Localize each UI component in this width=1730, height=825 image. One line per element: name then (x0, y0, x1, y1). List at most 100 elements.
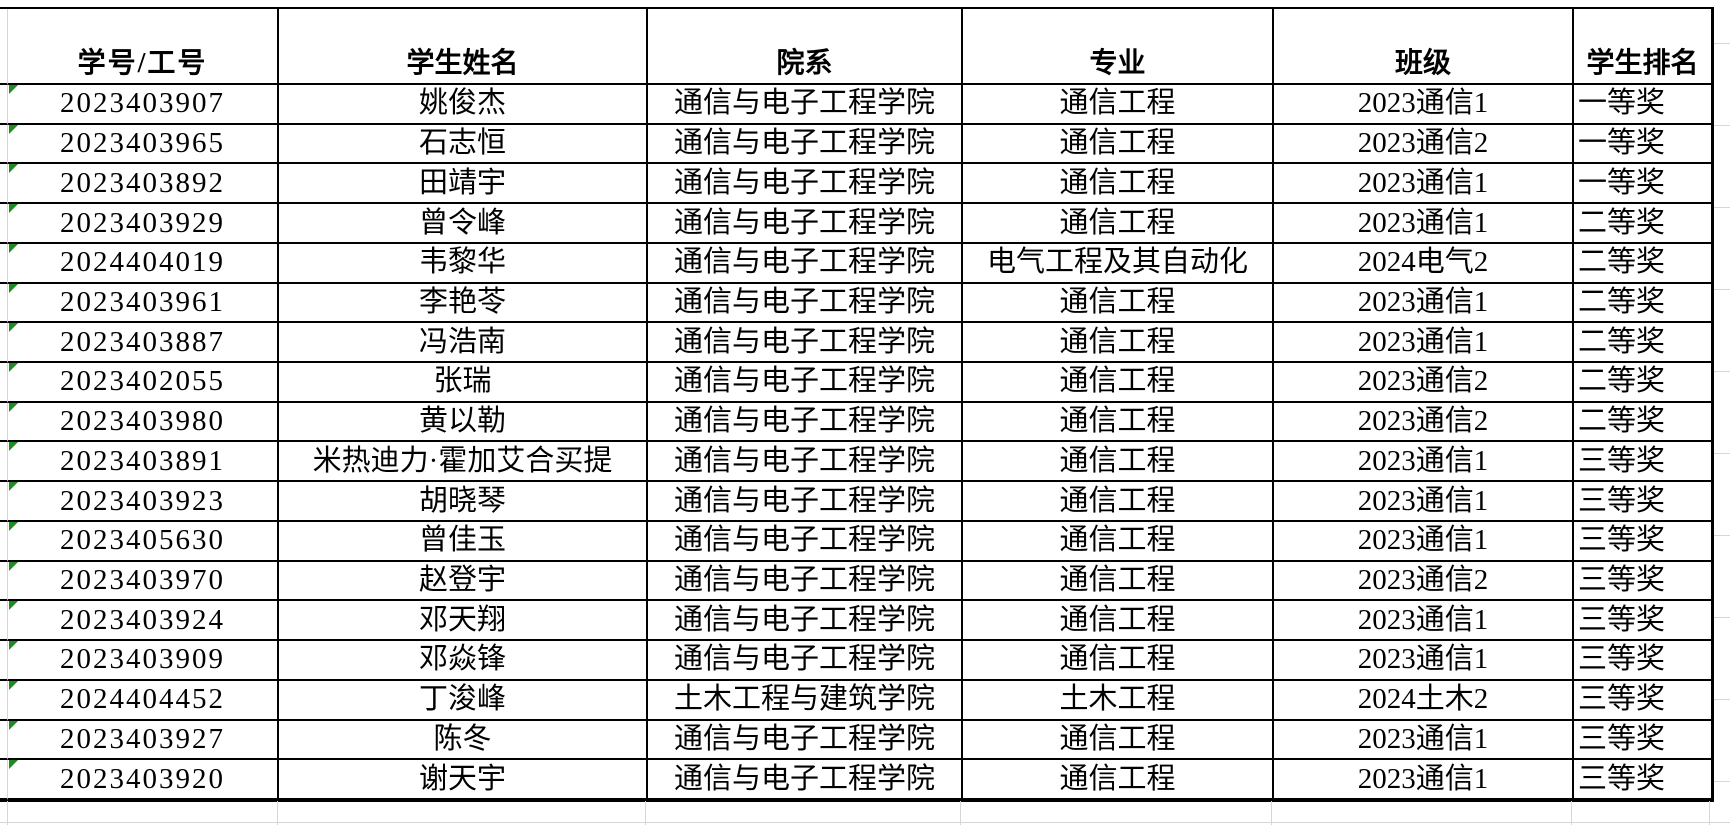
cell-major[interactable]: 通信工程 (963, 323, 1274, 364)
cell-student-name[interactable]: 米热迪力·霍加艾合买提 (279, 442, 648, 483)
cell-student-rank[interactable]: 三等奖 (1574, 561, 1714, 602)
cell-class[interactable]: 2023通信2 (1274, 402, 1574, 443)
cell-student-rank[interactable]: 二等奖 (1574, 363, 1714, 403)
cell-major[interactable]: 通信工程 (963, 85, 1274, 125)
cell-major[interactable]: 通信工程 (963, 164, 1274, 205)
cell-department[interactable]: 通信与电子工程学院 (648, 641, 963, 681)
cell-department[interactable]: 通信与电子工程学院 (648, 402, 963, 443)
cell-major[interactable]: 通信工程 (963, 601, 1274, 642)
cell-student-id[interactable]: 2023403929 (8, 204, 279, 244)
cell-student-rank[interactable]: 一等奖 (1574, 124, 1714, 165)
cell-student-rank[interactable]: 一等奖 (1574, 85, 1714, 125)
cell-student-name[interactable]: 胡晓琴 (279, 482, 648, 522)
cell-student-id[interactable]: 2023403924 (8, 601, 279, 642)
cell-department[interactable]: 通信与电子工程学院 (648, 482, 963, 522)
cell-student-name[interactable]: 韦黎华 (279, 243, 648, 284)
cell-department[interactable]: 通信与电子工程学院 (648, 363, 963, 403)
cell-class[interactable]: 2023通信1 (1274, 442, 1574, 483)
cell-major[interactable]: 电气工程及其自动化 (963, 243, 1274, 284)
cell-department[interactable]: 通信与电子工程学院 (648, 204, 963, 244)
cell-student-rank[interactable]: 三等奖 (1574, 720, 1714, 761)
cell-major[interactable]: 通信工程 (963, 442, 1274, 483)
cell-department[interactable]: 通信与电子工程学院 (648, 243, 963, 284)
cell-student-rank[interactable]: 二等奖 (1574, 283, 1714, 324)
cell-student-name[interactable]: 陈冬 (279, 720, 648, 761)
cell-class[interactable]: 2024土木2 (1274, 680, 1574, 721)
cell-student-id[interactable]: 2024404452 (8, 680, 279, 721)
cell-student-name[interactable]: 黄以勒 (279, 402, 648, 443)
cell-class[interactable]: 2023通信2 (1274, 124, 1574, 165)
header-class[interactable]: 班级 (1274, 9, 1574, 85)
cell-major[interactable]: 通信工程 (963, 124, 1274, 165)
cell-major[interactable]: 通信工程 (963, 521, 1274, 562)
cell-student-name[interactable]: 田靖宇 (279, 164, 648, 205)
cell-student-rank[interactable]: 一等奖 (1574, 164, 1714, 205)
cell-student-rank[interactable]: 三等奖 (1574, 521, 1714, 562)
cell-student-id[interactable]: 2023403961 (8, 283, 279, 324)
cell-student-rank[interactable]: 三等奖 (1574, 760, 1714, 800)
cell-department[interactable]: 通信与电子工程学院 (648, 521, 963, 562)
cell-student-name[interactable]: 石志恒 (279, 124, 648, 165)
cell-class[interactable]: 2023通信2 (1274, 561, 1574, 602)
cell-department[interactable]: 通信与电子工程学院 (648, 720, 963, 761)
cell-student-rank[interactable]: 三等奖 (1574, 680, 1714, 721)
header-student-rank[interactable]: 学生排名 (1574, 9, 1714, 85)
cell-department[interactable]: 通信与电子工程学院 (648, 561, 963, 602)
cell-student-id[interactable]: 2023403909 (8, 641, 279, 681)
cell-department[interactable]: 通信与电子工程学院 (648, 323, 963, 364)
cell-student-rank[interactable]: 二等奖 (1574, 243, 1714, 284)
cell-student-id[interactable]: 2023403892 (8, 164, 279, 205)
cell-student-name[interactable]: 邓天翔 (279, 601, 648, 642)
cell-student-id[interactable]: 2023403965 (8, 124, 279, 165)
cell-department[interactable]: 通信与电子工程学院 (648, 283, 963, 324)
cell-student-name[interactable]: 冯浩南 (279, 323, 648, 364)
header-student-id[interactable]: 学号/工号 (8, 9, 279, 85)
cell-department[interactable]: 通信与电子工程学院 (648, 124, 963, 165)
cell-class[interactable]: 2023通信1 (1274, 85, 1574, 125)
cell-student-rank[interactable]: 三等奖 (1574, 641, 1714, 681)
cell-class[interactable]: 2023通信1 (1274, 601, 1574, 642)
cell-class[interactable]: 2023通信1 (1274, 164, 1574, 205)
cell-student-id[interactable]: 2023403970 (8, 561, 279, 602)
cell-department[interactable]: 通信与电子工程学院 (648, 85, 963, 125)
cell-major[interactable]: 通信工程 (963, 283, 1274, 324)
cell-student-rank[interactable]: 三等奖 (1574, 601, 1714, 642)
header-major[interactable]: 专业 (963, 9, 1274, 85)
cell-department[interactable]: 通信与电子工程学院 (648, 442, 963, 483)
cell-major[interactable]: 通信工程 (963, 760, 1274, 800)
cell-class[interactable]: 2023通信1 (1274, 720, 1574, 761)
cell-student-id[interactable]: 2023403923 (8, 482, 279, 522)
cell-class[interactable]: 2024电气2 (1274, 243, 1574, 284)
header-student-name[interactable]: 学生姓名 (279, 9, 648, 85)
cell-student-name[interactable]: 张瑞 (279, 363, 648, 403)
cell-department[interactable]: 土木工程与建筑学院 (648, 680, 963, 721)
cell-major[interactable]: 通信工程 (963, 720, 1274, 761)
cell-student-rank[interactable]: 三等奖 (1574, 482, 1714, 522)
cell-student-id[interactable]: 2023403920 (8, 760, 279, 800)
cell-student-rank[interactable]: 二等奖 (1574, 204, 1714, 244)
cell-department[interactable]: 通信与电子工程学院 (648, 601, 963, 642)
cell-student-name[interactable]: 曾令峰 (279, 204, 648, 244)
cell-class[interactable]: 2023通信2 (1274, 363, 1574, 403)
cell-department[interactable]: 通信与电子工程学院 (648, 760, 963, 800)
cell-student-rank[interactable]: 三等奖 (1574, 442, 1714, 483)
cell-class[interactable]: 2023通信1 (1274, 641, 1574, 681)
cell-student-id[interactable]: 2023403891 (8, 442, 279, 483)
cell-department[interactable]: 通信与电子工程学院 (648, 164, 963, 205)
cell-student-id[interactable]: 2023403907 (8, 85, 279, 125)
cell-class[interactable]: 2023通信1 (1274, 482, 1574, 522)
cell-student-name[interactable]: 丁浚峰 (279, 680, 648, 721)
cell-class[interactable]: 2023通信1 (1274, 760, 1574, 800)
cell-major[interactable]: 土木工程 (963, 680, 1274, 721)
cell-student-name[interactable]: 赵登宇 (279, 561, 648, 602)
cell-major[interactable]: 通信工程 (963, 641, 1274, 681)
cell-major[interactable]: 通信工程 (963, 204, 1274, 244)
cell-major[interactable]: 通信工程 (963, 482, 1274, 522)
cell-student-name[interactable]: 姚俊杰 (279, 85, 648, 125)
cell-student-rank[interactable]: 二等奖 (1574, 402, 1714, 443)
cell-student-id[interactable]: 2023405630 (8, 521, 279, 562)
cell-student-name[interactable]: 谢天宇 (279, 760, 648, 800)
cell-class[interactable]: 2023通信1 (1274, 283, 1574, 324)
cell-class[interactable]: 2023通信1 (1274, 521, 1574, 562)
cell-class[interactable]: 2023通信1 (1274, 204, 1574, 244)
